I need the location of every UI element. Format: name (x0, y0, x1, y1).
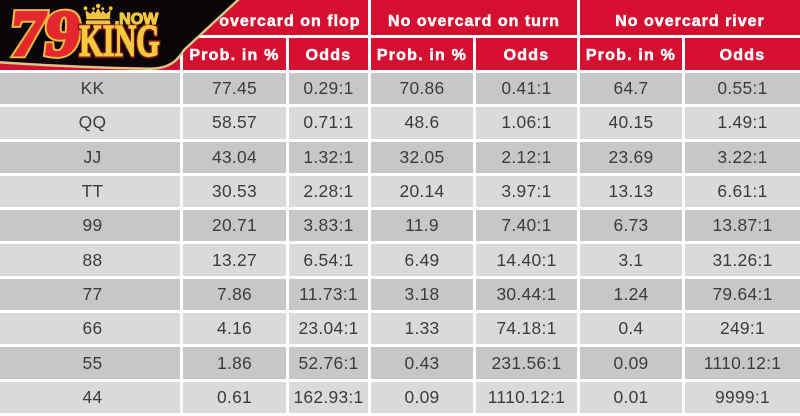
svg-text:KING: KING (79, 17, 159, 66)
svg-text:.NOW: .NOW (115, 11, 159, 28)
svg-text:79: 79 (6, 0, 85, 69)
svg-text:79: 79 (6, 0, 85, 69)
